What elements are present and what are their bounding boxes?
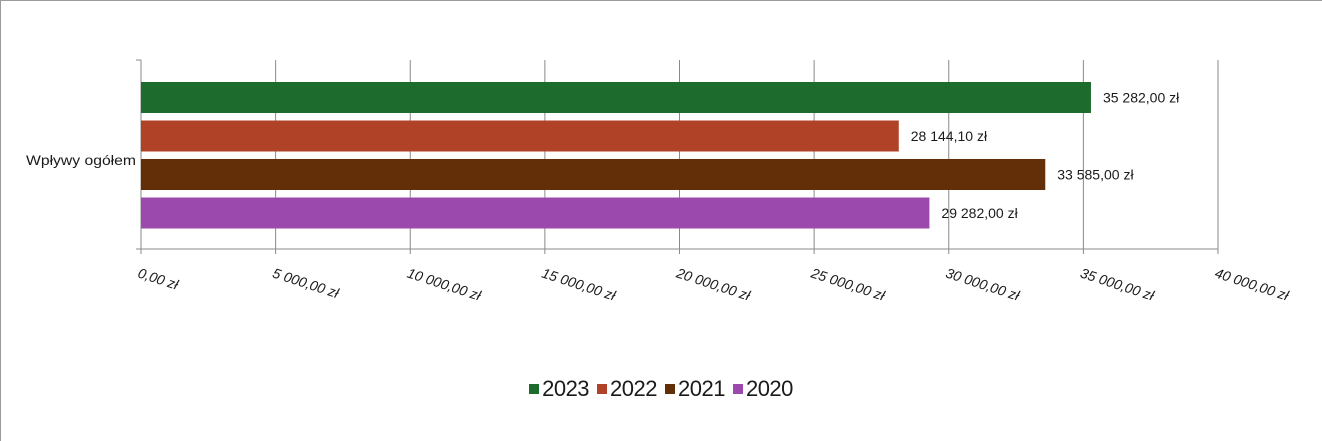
data-label-2021: 33 585,00 zł <box>1057 167 1134 183</box>
legend-item-2023: 2023 <box>529 376 590 402</box>
legend-label-2021: 2021 <box>678 376 725 401</box>
legend-label-2023: 2023 <box>542 376 590 401</box>
chart-legend: 2023 2022 2021 2020 <box>0 374 1322 402</box>
legend-swatch-2021 <box>665 384 675 394</box>
legend-swatch-2022 <box>597 384 608 394</box>
legend-label-2022: 2022 <box>610 376 657 401</box>
bar-2022 <box>141 120 899 152</box>
legend-item-2021: 2021 <box>665 376 725 402</box>
data-label-2023: 35 282,00 zł <box>1103 90 1180 106</box>
x-tick-label-4: 20 000,00 zł <box>674 264 753 303</box>
legend-swatch-2023 <box>529 384 540 394</box>
x-tick-label-2: 10 000,00 zł <box>405 265 483 304</box>
x-tick-label-8: 40 000,00 zł <box>1213 265 1291 304</box>
data-label-2022: 28 144,10 zł <box>911 128 988 144</box>
legend-label-2020: 2020 <box>745 376 793 401</box>
category-label: Wpływy ogółem <box>26 152 136 168</box>
x-tick-label-7: 35 000,00 zł <box>1078 265 1156 304</box>
legend-swatch-2020 <box>732 384 743 394</box>
x-tick-label-0: 0,00 zł <box>136 265 181 293</box>
x-tick-label-6: 30 000,00 zł <box>944 265 1022 304</box>
x-tick-label-5: 25 000,00 zł <box>808 264 887 303</box>
bar-2023 <box>141 82 1091 113</box>
x-tick-label-3: 15 000,00 zł <box>540 265 618 304</box>
legend-item-2020: 2020 <box>732 376 793 402</box>
x-tick-label-1: 5 000,00 zł <box>271 265 342 302</box>
legend-item-2022: 2022 <box>597 376 657 402</box>
data-label-2020: 29 282,00 zł <box>941 205 1018 221</box>
bar-2020 <box>141 197 930 229</box>
bar-2021 <box>141 159 1046 190</box>
